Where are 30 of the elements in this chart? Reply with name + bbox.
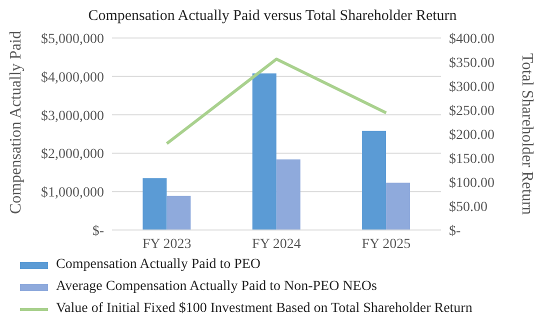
y-tick-label: $4,000,000 xyxy=(41,70,104,86)
y2-tick-label: $400.00 xyxy=(449,32,494,47)
y2-tick-label: $350.00 xyxy=(449,56,494,71)
bar xyxy=(362,130,386,230)
y-tick-label: $3,000,000 xyxy=(41,108,104,124)
y-axis-title: Compensation Actually Paid xyxy=(8,30,25,214)
y2-tick-label: $150.00 xyxy=(449,152,494,167)
y-tick-label: $1,000,000 xyxy=(41,186,104,201)
y2-tick-label: $200.00 xyxy=(449,128,494,143)
bar xyxy=(166,196,191,230)
y2-axis-title: Total Shareholder Return xyxy=(518,53,536,215)
x-tick-label: FY 2025 xyxy=(362,236,411,252)
bar xyxy=(252,73,276,230)
y2-tick-label: $- xyxy=(449,224,461,239)
bar xyxy=(276,159,300,230)
x-tick-label: FY 2024 xyxy=(252,236,301,252)
y-tick-label: $- xyxy=(92,224,104,239)
legend-label: Compensation Actually Paid to PEO xyxy=(56,256,261,274)
y-tick-label: $2,000,000 xyxy=(41,147,104,162)
chart-title: Compensation Actually Paid versus Total Shareholder Return xyxy=(87,7,458,26)
legend-label: Average Compensation Actually Paid to Non-PEO NEOs xyxy=(56,278,377,296)
y2-tick-label: $50.00 xyxy=(449,200,488,215)
y2-tick-label: $100.00 xyxy=(449,176,494,191)
y-tick-label: $5,000,000 xyxy=(41,32,104,47)
x-tick-label: FY 2023 xyxy=(142,236,192,252)
bar xyxy=(142,178,167,230)
y2-tick-label: $300.00 xyxy=(449,80,494,95)
y2-tick-label: $250.00 xyxy=(449,104,494,119)
legend-label: Value of Initial Fixed $100 Investment Based on Total Shareholder Return xyxy=(56,300,472,318)
bar xyxy=(386,182,410,230)
